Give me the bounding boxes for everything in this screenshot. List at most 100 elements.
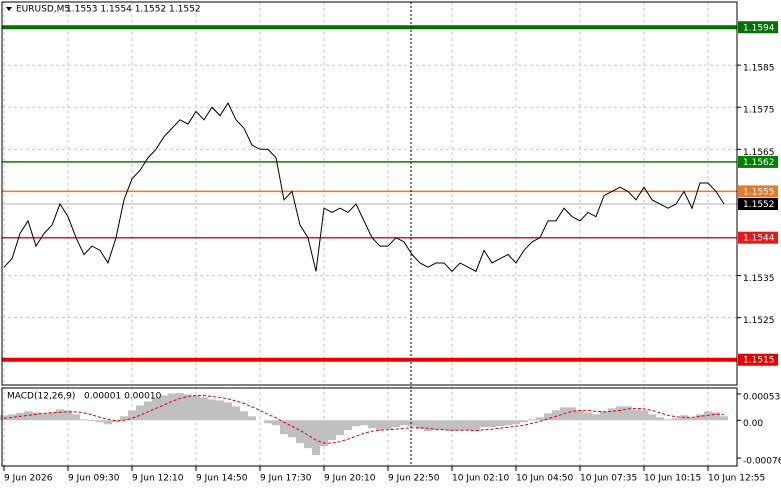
macd-bar	[24, 411, 32, 421]
macd-bar	[64, 410, 72, 421]
macd-bar	[400, 420, 408, 426]
macd-bar	[384, 420, 392, 430]
label-layer: 1.1585 1.1575 1.1565 1.1535 1.1525 9 Jun 2026…	[3, 21, 781, 484]
macd-bar	[592, 414, 600, 421]
x-tick-label: 9 Jun 2026	[4, 474, 53, 484]
macd-bar	[360, 420, 368, 426]
level-label: 1.1555	[743, 187, 775, 197]
macd-bar	[408, 420, 416, 427]
macd-bar	[488, 420, 496, 428]
macd-bar	[200, 397, 208, 421]
y-tick-label: 1.1525	[743, 316, 775, 326]
level-label: 1.1544	[743, 234, 775, 244]
macd-title: MACD(12,26,9)	[7, 392, 75, 402]
macd-bar	[136, 405, 144, 421]
macd-bar	[624, 406, 632, 421]
y-tick-label: -0.00076	[743, 457, 781, 467]
x-tick-label: 9 Jun 14:50	[196, 474, 248, 484]
level-label-box	[738, 231, 778, 244]
symbol-title: EURUSD,M5	[16, 5, 70, 15]
x-tick-label: 10 Jun 07:35	[580, 474, 637, 484]
y-tick-label: 1.1585	[743, 64, 775, 74]
macd-bar	[216, 400, 224, 421]
macd-bar	[320, 420, 328, 447]
macd-bar	[392, 420, 400, 428]
x-tick-label: 10 Jun 12:55	[708, 474, 765, 484]
level-label-box	[738, 353, 778, 366]
macd-bar	[528, 419, 536, 421]
macd-bar	[440, 420, 448, 431]
macd-bar	[224, 402, 232, 421]
macd-bar	[304, 420, 312, 449]
macd-bar	[536, 417, 544, 421]
macd-bar	[464, 420, 472, 431]
macd-bar	[568, 407, 576, 421]
macd-bar	[720, 416, 728, 421]
level-label: 1.1594	[743, 23, 775, 33]
macd-bar	[600, 411, 608, 421]
macd-quote: 0.00001 0.00010	[84, 392, 162, 402]
macd-bar	[424, 420, 432, 432]
level-label-box	[738, 155, 778, 168]
level-label: 1.1552	[743, 200, 775, 210]
macd-bar	[672, 418, 680, 421]
macd-bar	[80, 419, 88, 421]
macd-bar	[344, 420, 352, 431]
macd-bar	[120, 416, 128, 421]
macd-bar	[512, 420, 520, 425]
macd-bar	[312, 420, 320, 456]
x-tick-label: 10 Jun 04:50	[516, 474, 573, 484]
macd-bar	[8, 414, 16, 421]
macd-bar	[352, 420, 360, 427]
macd-bar	[544, 413, 552, 421]
macd-bar	[376, 420, 384, 431]
x-tick-label: 9 Jun 12:10	[132, 474, 184, 484]
y-tick-label: 1.1535	[743, 274, 775, 284]
macd-bar	[648, 414, 656, 421]
main-frame	[1, 1, 738, 386]
macd-bar	[608, 408, 616, 421]
macd-bar	[152, 397, 160, 421]
macd-bar	[176, 392, 184, 421]
macd-bar	[184, 394, 192, 421]
macd-bar	[416, 420, 424, 430]
macd-bar	[432, 420, 440, 431]
macd-bar	[160, 395, 168, 421]
macd-bar	[456, 420, 464, 431]
macd-bar	[552, 410, 560, 421]
macd-bar	[632, 409, 640, 421]
macd-bar	[712, 412, 720, 421]
macd-bar	[192, 395, 200, 421]
macd-bar	[696, 414, 704, 421]
grid-layer	[2, 2, 737, 466]
y-tick-label: 1.1565	[743, 148, 775, 158]
level-label-box	[738, 198, 778, 211]
macd-bar	[88, 420, 96, 422]
level-label-box	[738, 21, 778, 34]
x-tick-label: 9 Jun 17:30	[260, 474, 312, 484]
level-label: 1.1515	[743, 356, 775, 366]
macd-bar	[656, 417, 664, 421]
signal-line	[3, 394, 724, 444]
macd-bar	[472, 420, 480, 432]
macd-bar	[248, 416, 256, 421]
price-line	[3, 101, 725, 273]
macd-bar	[56, 409, 64, 421]
macd-bar	[616, 406, 624, 421]
macd-bar	[296, 420, 304, 444]
macd-bar	[208, 399, 216, 421]
macd-bar	[584, 412, 592, 421]
x-tick-label: 10 Jun 10:15	[644, 474, 701, 484]
macd-bar	[664, 419, 672, 421]
macd-bar	[168, 393, 176, 421]
macd-bar	[280, 420, 288, 435]
macd-bar	[336, 420, 344, 436]
y-tick-label: 0.00053	[743, 392, 780, 402]
macd-bar	[48, 412, 56, 421]
menu-icon[interactable]	[6, 7, 12, 11]
macd-bar	[480, 420, 488, 428]
macd-bar	[96, 420, 104, 423]
x-tick-label: 9 Jun 09:30	[68, 474, 120, 484]
macd-bar	[448, 420, 456, 432]
